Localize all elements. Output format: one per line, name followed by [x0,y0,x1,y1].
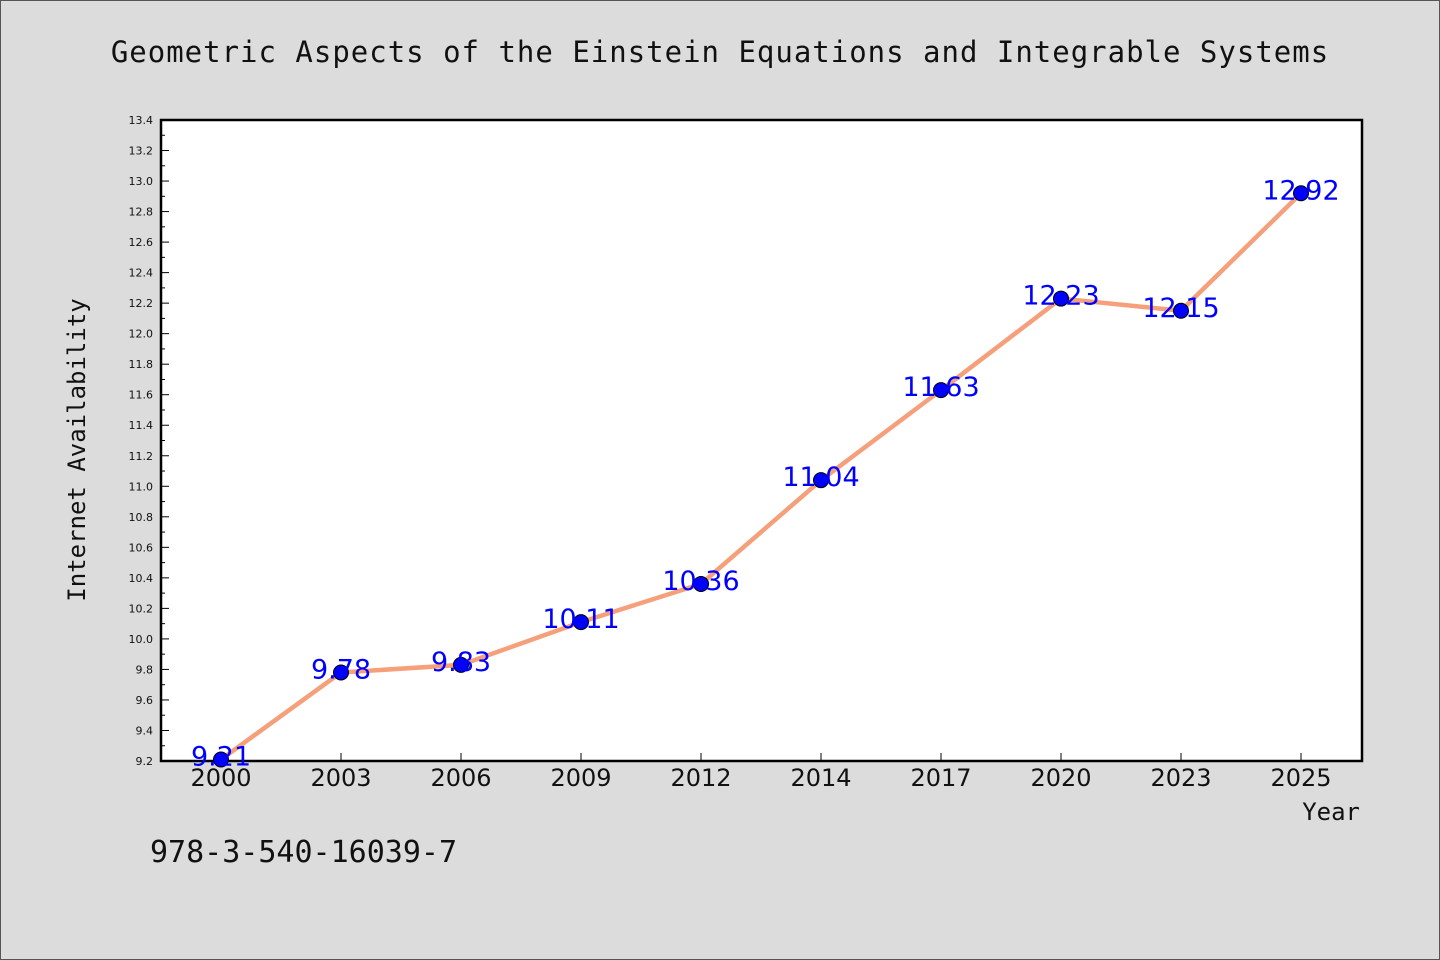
data-point [573,614,589,631]
data-point [933,382,949,399]
data-label: 12.92 [1262,175,1339,206]
x-tick-label: 2023 [1150,764,1211,792]
data-label: 9.83 [431,647,491,678]
data-label: 10.36 [662,566,739,597]
data-label: 12.15 [1142,293,1219,324]
x-axis-label: Year [1302,798,1360,826]
y-tick-label: 11.4 [129,419,154,432]
y-tick-label: 11.2 [129,450,154,463]
y-tick-label: 10.2 [129,602,154,615]
y-tick-label: 12.4 [129,267,154,280]
x-tick-label: 2017 [910,764,971,792]
series-line [219,191,1303,762]
data-point [813,472,829,489]
y-tick-label: 9.6 [136,694,154,707]
data-label: 9.21 [191,741,251,772]
data-point [1053,290,1069,307]
data-label: 11.63 [902,372,979,403]
data-label: 10.11 [542,604,619,635]
y-tick-label: 10.4 [129,572,154,585]
data-point [213,751,229,768]
y-axis: 9.2 9.4 9.6 9.8 10.0 10.2 10.4 10.6 10.8 11.0 11.2… [129,114,169,768]
y-tick-label: 9.4 [136,724,154,737]
x-tick-label: 2006 [430,764,491,792]
y-tick-label: 12.6 [129,236,154,249]
x-tick-label: 2025 [1270,764,1331,792]
y-tick-label: 9.8 [136,663,154,676]
y-tick-label: 10.0 [129,633,154,646]
x-tick-label: 2009 [550,764,611,792]
x-axis: 2000 2003 2006 2009 2012 2014 2017 2020 2023 2025 [190,753,1332,792]
y-tick-label: 13.2 [129,145,154,158]
data-label: 11.04 [782,462,859,493]
y-tick-label: 13.4 [129,114,154,127]
x-tick-label: 2003 [310,764,371,792]
y-tick-label: 13.0 [129,175,154,188]
y-tick-label: 9.2 [136,755,154,768]
y-axis-label: Internet Availability [63,298,91,601]
x-tick-label: 2000 [190,764,251,792]
plot-area [159,118,1364,763]
y-tick-label: 12.2 [129,297,154,310]
isbn-text: 978-3-540-16039-7 [150,835,458,870]
data-point [693,575,709,592]
y-tick-label: 10.6 [129,541,154,554]
data-label: 9.78 [311,654,371,685]
data-point [333,664,349,681]
y-tick-label: 11.8 [129,358,154,371]
y-tick-label: 10.8 [129,511,154,524]
series-group: 9.21 9.78 9.83 10.11 10.36 11.04 11.63 12.23 12.… [191,175,1340,772]
y-tick-label: 12.0 [129,328,154,341]
chart-title: Geometric Aspects of the Einstein Equati… [110,35,1330,69]
data-point [453,656,469,673]
x-tick-label: 2014 [790,764,851,792]
x-tick-label: 2012 [670,764,731,792]
data-label: 12.23 [1022,281,1099,312]
x-tick-label: 2020 [1030,764,1091,792]
data-point [1173,302,1189,319]
y-tick-label: 12.8 [129,206,154,219]
y-tick-label: 11.0 [129,480,154,493]
data-point [1293,185,1309,202]
y-tick-label: 11.6 [129,389,154,402]
